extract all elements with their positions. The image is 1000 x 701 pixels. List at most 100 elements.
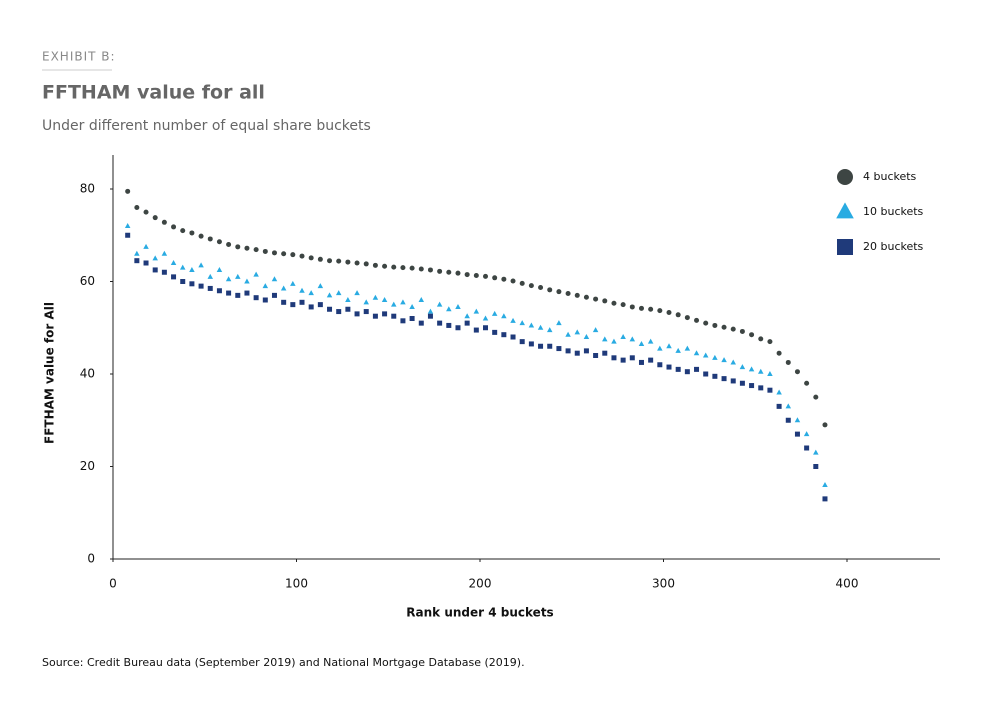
data-point	[317, 256, 323, 262]
data-point	[409, 316, 415, 321]
data-point	[767, 387, 773, 393]
data-point	[574, 329, 581, 335]
legend-marker	[837, 239, 853, 255]
legend-label: 10 buckets	[863, 205, 924, 218]
data-point	[446, 306, 452, 312]
exhibit-label: EXHIBIT B:	[42, 50, 116, 64]
data-point	[189, 281, 195, 287]
data-point	[611, 338, 617, 344]
data-point	[281, 299, 287, 305]
data-point	[446, 269, 452, 275]
data-point	[455, 303, 461, 309]
data-point	[483, 273, 489, 279]
data-point	[822, 496, 828, 502]
data-point	[546, 327, 553, 333]
data-point	[538, 343, 544, 349]
data-point	[565, 348, 571, 354]
x-tick-label: 400	[836, 577, 859, 591]
data-point	[354, 311, 360, 317]
data-point	[748, 366, 755, 372]
data-point	[400, 299, 406, 305]
data-point	[180, 228, 186, 234]
data-point	[262, 248, 268, 254]
chart-subtitle: Under different number of equal share bu…	[42, 118, 371, 134]
data-point	[354, 260, 360, 266]
data-point	[464, 272, 470, 278]
data-point	[253, 271, 259, 277]
data-point	[491, 310, 498, 316]
data-point	[785, 417, 791, 423]
data-point	[125, 232, 131, 238]
data-point	[574, 292, 580, 298]
data-point	[317, 302, 323, 308]
data-point	[124, 223, 131, 228]
data-point	[583, 294, 589, 300]
data-point	[207, 285, 213, 291]
data-point	[391, 301, 397, 307]
data-point	[712, 354, 718, 360]
data-point	[592, 327, 599, 333]
data-point	[382, 263, 388, 269]
data-point	[538, 285, 544, 291]
data-point	[758, 336, 764, 342]
data-point	[244, 278, 250, 284]
data-point	[152, 255, 158, 261]
data-point	[262, 283, 269, 289]
data-point	[638, 340, 645, 346]
data-point	[593, 353, 599, 358]
data-point	[666, 309, 672, 315]
data-point	[730, 378, 736, 384]
data-point	[363, 261, 369, 267]
data-point	[427, 313, 433, 319]
data-point	[455, 270, 461, 276]
data-point	[556, 346, 562, 352]
x-tick-label: 300	[652, 577, 675, 591]
data-point	[464, 320, 470, 326]
data-point	[583, 348, 589, 354]
data-point	[161, 250, 168, 256]
data-point	[207, 273, 214, 279]
data-point	[327, 258, 333, 264]
data-point	[170, 260, 177, 265]
data-point	[280, 285, 287, 291]
data-point	[739, 380, 745, 386]
data-point	[382, 311, 388, 317]
data-point	[739, 328, 745, 334]
data-point	[437, 268, 443, 274]
data-point	[537, 324, 544, 330]
data-point	[308, 290, 314, 296]
data-point	[400, 265, 406, 271]
data-point	[767, 339, 773, 345]
data-point	[216, 266, 223, 272]
y-axis-label: FFTHAM value for All	[43, 302, 57, 444]
data-point	[235, 273, 241, 279]
data-point	[372, 294, 379, 300]
data-point	[501, 313, 507, 319]
x-tick-label: 0	[109, 577, 117, 591]
data-point	[308, 255, 314, 261]
data-point	[391, 313, 397, 319]
data-point	[409, 303, 415, 309]
data-point	[785, 359, 791, 365]
data-point	[703, 371, 709, 377]
data-point	[391, 264, 397, 270]
data-point	[180, 279, 186, 284]
data-point	[143, 260, 149, 266]
data-point	[455, 325, 461, 331]
x-axis-label: Rank under 4 buckets	[406, 606, 553, 620]
data-point	[794, 417, 801, 423]
data-point	[583, 334, 590, 339]
data-point	[620, 302, 626, 308]
data-point	[464, 313, 470, 319]
data-point	[271, 276, 278, 282]
data-point	[134, 250, 140, 256]
data-point	[758, 385, 764, 391]
data-point	[556, 289, 562, 295]
y-tick-label: 20	[80, 459, 95, 473]
data-point	[813, 464, 819, 469]
data-point	[767, 371, 773, 376]
data-point	[528, 283, 534, 289]
data-point	[519, 339, 525, 345]
data-point	[436, 301, 443, 307]
